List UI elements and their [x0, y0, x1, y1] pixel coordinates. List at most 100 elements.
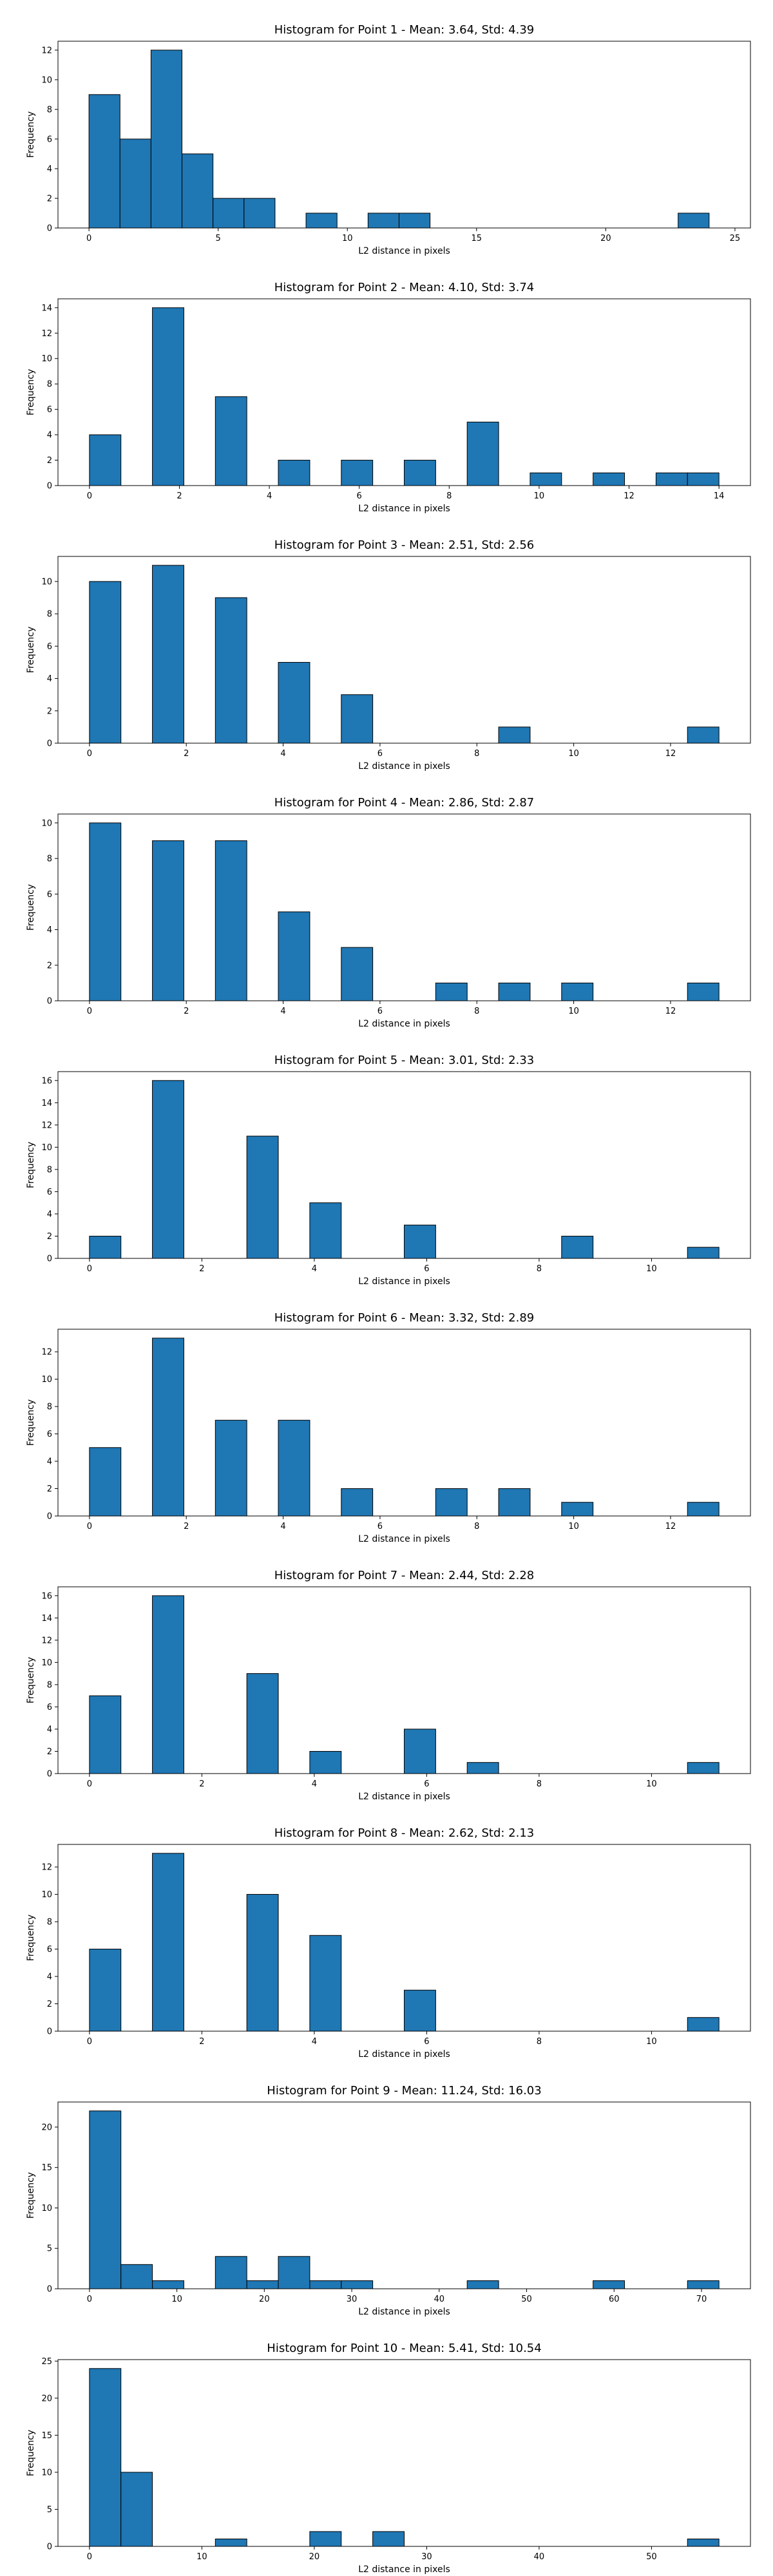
axes-frame [57, 2101, 751, 2289]
axes-frame [57, 1329, 751, 1517]
x-tick-label: 12 [665, 1522, 676, 1531]
plot-area [58, 2102, 750, 2289]
x-tick-label: 10 [646, 1264, 657, 1274]
y-axis-label: Frequency [26, 2430, 36, 2476]
x-tick-label: 0 [87, 2295, 92, 2304]
y-tick-label: 14 [41, 303, 52, 313]
histogram-bar [341, 947, 374, 1001]
histogram-bar [655, 472, 688, 486]
histogram-bar [246, 1673, 279, 1774]
histogram-bar [89, 581, 122, 744]
y-tick-label: 10 [41, 1375, 52, 1385]
x-tick-label: 14 [714, 491, 725, 501]
y-tick-label: 0 [47, 1512, 52, 1522]
histogram-chart-1: 0 5 10 15 20 25 0 2 4 6 8 10 12 Histogram for Point 1… [26, 23, 751, 256]
x-axis-label: L2 distance in pixels [358, 2307, 450, 2317]
chart-title: Histogram for Point 4 - Mean: 2.86, Std:… [274, 796, 535, 810]
histogram-bar [309, 1935, 342, 2032]
y-tick-label: 10 [41, 1143, 52, 1153]
chart-title: Histogram for Point 3 - Mean: 2.51, Std:… [274, 538, 535, 552]
chart-title: Histogram for Point 5 - Mean: 3.01, Std:… [274, 1054, 535, 1067]
x-tick-label: 4 [312, 1779, 317, 1789]
axes-frame [57, 298, 751, 486]
histogram-bar [404, 460, 436, 486]
histogram-bar [498, 726, 531, 744]
x-tick-label: 2 [199, 1264, 204, 1274]
histogram-bar [215, 840, 247, 1001]
x-tick-label: 20 [309, 2552, 320, 2562]
x-tick-label: 2 [199, 2037, 204, 2047]
histogram-bar [687, 726, 720, 744]
histogram-bar [678, 213, 710, 229]
axes-frame [57, 1844, 751, 2032]
x-axis-label: L2 distance in pixels [358, 2564, 450, 2575]
y-tick-label: 8 [47, 1165, 52, 1175]
x-tick-label: 10 [568, 1007, 579, 1016]
histogram-chart-5: 0 2 4 6 8 10 0 2 4 6 8 10 12 14 16 Histogram for Point … [26, 1054, 751, 1287]
y-tick-label: 8 [47, 1403, 52, 1412]
histogram-bar [498, 982, 531, 1001]
histogram-bar [88, 94, 120, 229]
y-tick-label: 8 [47, 380, 52, 390]
y-tick-label: 8 [47, 610, 52, 620]
x-axis-label: L2 distance in pixels [358, 246, 450, 256]
x-tick-label: 6 [357, 491, 362, 501]
histogram-bar [404, 1989, 436, 2032]
x-tick-label: 4 [280, 1007, 285, 1016]
histogram-chart-7: 0 2 4 6 8 10 0 2 4 6 8 10 12 14 16 Histogram for Point … [26, 1569, 751, 1802]
histogram-bar [687, 2017, 720, 2032]
y-tick-label: 6 [47, 135, 52, 144]
histogram-bar [404, 1728, 436, 1774]
x-tick-label: 0 [87, 2037, 92, 2047]
x-tick-label: 30 [347, 2295, 358, 2304]
y-tick-label: 10 [41, 2468, 52, 2477]
y-tick-label: 10 [41, 577, 52, 587]
histogram-bar [89, 1695, 122, 1774]
histogram-bar [278, 661, 310, 744]
y-tick-label: 4 [47, 1209, 52, 1219]
x-tick-label: 8 [537, 1264, 542, 1274]
y-tick-label: 12 [41, 329, 52, 339]
y-tick-label: 6 [47, 405, 52, 415]
x-tick-label: 15 [472, 234, 482, 243]
y-tick-label: 2 [47, 1232, 52, 1242]
histogram-bar [687, 1502, 720, 1517]
histogram-bar [215, 396, 247, 486]
histogram-bar [278, 911, 310, 1001]
y-axis-label: Frequency [26, 1142, 36, 1188]
histogram-bar [152, 2280, 184, 2289]
histogram-bar [152, 307, 184, 486]
x-tick-label: 6 [377, 749, 383, 759]
y-tick-label: 4 [47, 1457, 52, 1467]
x-axis-label: L2 distance in pixels [358, 2049, 450, 2060]
histogram-bar [150, 50, 183, 229]
x-tick-label: 0 [87, 1007, 92, 1016]
x-axis-label: L2 distance in pixels [358, 504, 450, 514]
x-tick-label: 4 [280, 749, 285, 759]
y-tick-label: 16 [41, 1076, 52, 1086]
y-tick-label: 10 [41, 75, 52, 85]
histogram-bar [152, 1080, 184, 1259]
x-tick-label: 4 [280, 1522, 285, 1531]
x-tick-label: 8 [537, 2037, 542, 2047]
y-tick-label: 15 [41, 2431, 52, 2441]
axes-frame [57, 556, 751, 744]
x-tick-label: 2 [184, 1522, 189, 1531]
x-tick-label: 10 [342, 234, 353, 243]
y-tick-label: 0 [47, 482, 52, 491]
histogram-bar [278, 460, 310, 486]
histogram-bar [687, 1247, 720, 1259]
histogram-bar [213, 198, 245, 229]
histogram-bar [687, 2280, 720, 2289]
x-tick-label: 8 [446, 491, 452, 501]
y-tick-label: 4 [47, 431, 52, 440]
histogram-bar [341, 1488, 374, 1517]
y-tick-label: 8 [47, 1680, 52, 1690]
histogram-bar [367, 213, 399, 229]
x-axis-label: L2 distance in pixels [358, 1276, 450, 1287]
x-tick-label: 6 [424, 1779, 429, 1789]
x-tick-label: 12 [624, 491, 635, 501]
histogram-bar [246, 1135, 279, 1259]
y-tick-label: 2 [47, 1747, 52, 1757]
histogram-bar [435, 1488, 468, 1517]
